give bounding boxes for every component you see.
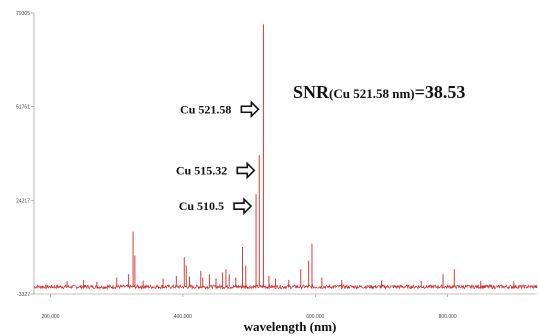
snr-value: =38.53 [415, 82, 466, 102]
peak-label: Cu 515.32 [176, 163, 227, 177]
arrow-right-icon [240, 100, 260, 119]
y-axis-ticks: 79305 51761 24217 -3327 [16, 11, 34, 298]
plot-area [34, 13, 537, 294]
x-tick-label: 400.000 [174, 314, 192, 320]
arrow-right-icon [233, 197, 253, 216]
snr-subscript: (Cu 521.58 nm) [329, 86, 415, 101]
snr-prefix: SNR [293, 82, 330, 102]
peak-label: Cu 510.5 [179, 199, 224, 213]
spectrum-baseline [33, 283, 538, 290]
y-tick-label: -3327 [17, 292, 30, 298]
snr-label: SNR(Cu 521.58 nm)=38.53 [293, 82, 465, 102]
x-axis-title: wavelength (nm) [244, 319, 337, 334]
arrow-right-icon [236, 161, 256, 180]
x-tick-label: 200.000 [42, 314, 60, 320]
peak-label: Cu 521.58 [180, 102, 231, 116]
x-tick-label: 600.000 [306, 314, 324, 320]
y-tick-label: 79305 [16, 11, 30, 17]
y-tick-label: 24217 [16, 198, 30, 204]
x-tick-label: 800.000 [439, 314, 457, 320]
y-tick-label: 51761 [16, 105, 30, 111]
x-axis-ticks: 200.000 400.000 600.000 800.000 [42, 294, 457, 320]
annotations: Cu 521.58 Cu 515.32 Cu 510.5 [176, 100, 260, 216]
series-layer [33, 24, 538, 290]
